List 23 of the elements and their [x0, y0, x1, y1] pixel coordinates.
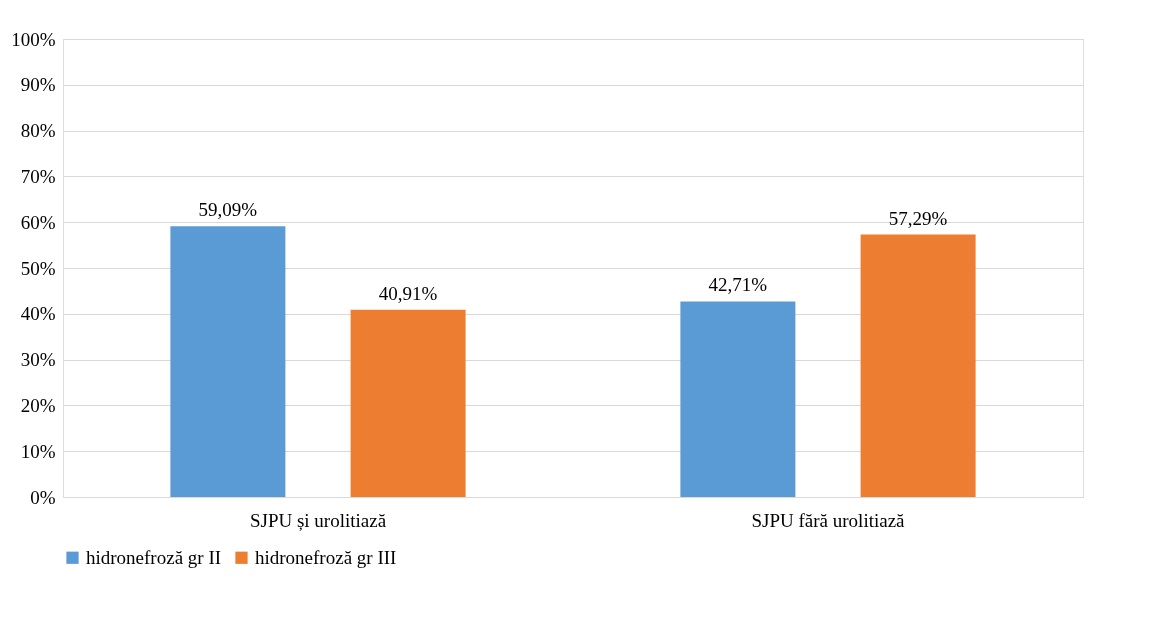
bar	[680, 301, 796, 497]
legend-label: hidronefroză gr III	[255, 546, 397, 568]
y-tick-label: 80%	[20, 120, 56, 142]
bar	[860, 234, 976, 497]
data-label: 40,91%	[378, 282, 438, 304]
y-tick-label: 50%	[20, 257, 56, 279]
bar	[350, 309, 466, 497]
data-label: 42,71%	[708, 274, 768, 296]
legend-label: hidronefroză gr II	[86, 546, 222, 568]
data-label: 59,09%	[198, 199, 258, 221]
y-tick-label: 20%	[20, 394, 56, 416]
bar	[170, 226, 286, 497]
y-tick-label: 40%	[20, 303, 56, 325]
x-tick-label: SJPU și urolitiază	[249, 509, 387, 531]
y-tick-label: 30%	[20, 349, 56, 371]
x-tick-label: SJPU fără urolitiază	[751, 509, 906, 531]
y-tick-label: 90%	[20, 74, 56, 96]
y-tick-label: 60%	[20, 211, 56, 233]
y-tick-label: 70%	[20, 165, 56, 187]
data-label: 57,29%	[888, 207, 948, 229]
y-tick-label: 100%	[11, 28, 56, 50]
y-tick-label: 0%	[30, 486, 56, 508]
y-tick-label: 10%	[20, 440, 56, 462]
